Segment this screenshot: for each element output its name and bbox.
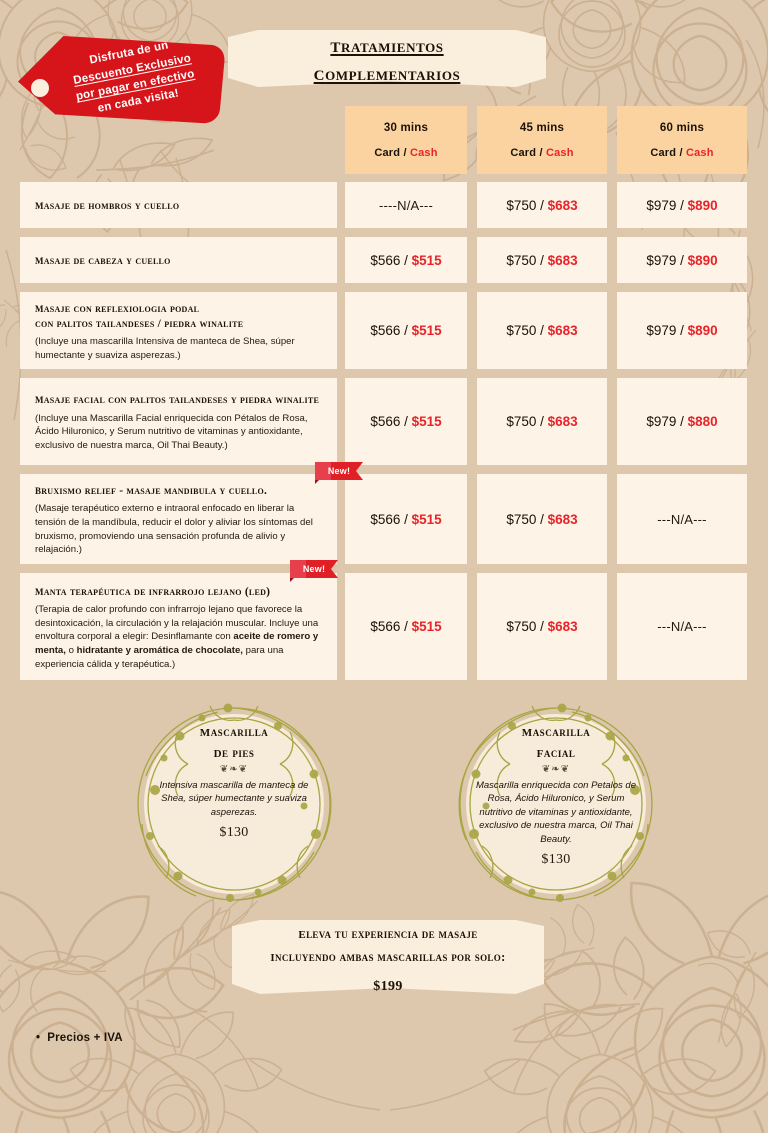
mask-price: $130: [219, 825, 249, 841]
service-title: Masaje con Reflexiologia Podal Con Palit…: [35, 299, 244, 330]
bundle-banner-shape: [232, 920, 544, 994]
new-badge-icon: New!: [290, 560, 338, 582]
service-title: Masaje de Hombros y Cuello: [35, 196, 180, 212]
mask-description: Mascarilla enriquecida con Petalos de Ro…: [475, 779, 636, 845]
footnote: • Precios + IVA: [36, 1032, 123, 1044]
bundle-line-2: incluyendo Ambas Mascarillas por solo:: [270, 948, 506, 965]
price-cell-30: $566 / $515: [345, 237, 467, 283]
footnote-text: Precios + IVA: [47, 1032, 123, 1044]
new-badge-icon: New!: [315, 462, 363, 484]
mask-title-line-1: Mascarilla: [199, 723, 269, 740]
table-row[interactable]: New! Manta Terapéutica de Infrarrojo Lej…: [0, 560, 768, 680]
price-cell-60: ---N/A---: [617, 474, 747, 564]
price-cell-45: $750 / $683: [477, 292, 607, 369]
price-cell-60: ---N/A---: [617, 573, 747, 680]
price-cell-30: $566 / $515: [345, 474, 467, 564]
table-row[interactable]: Masaje Facial Con Palitos Tailandeses y …: [0, 378, 768, 465]
price-cell-60: $979 / $890: [617, 237, 747, 283]
column-payment-label: Card / Cash: [510, 146, 574, 159]
price-cell-30: $566 / $515: [345, 573, 467, 680]
mask-title-line-2: Facial: [536, 743, 576, 761]
price-cell-60: $979 / $890: [617, 292, 747, 369]
page-title-banner: Tratamientos Complementarios: [228, 28, 546, 89]
new-badge-label: New!: [302, 564, 326, 574]
mask-card-feet[interactable]: Mascarilla de Pies ❦❧❦ Intensiva mascari…: [118, 696, 350, 908]
service-title: Bruxismo relief - Masaje Mandibula y cue…: [35, 481, 268, 497]
price-cell-45: $750 / $683: [477, 474, 607, 564]
column-duration-label: 60 mins: [659, 121, 705, 134]
ornament-divider-icon: ❦❧❦: [541, 763, 571, 775]
ornament-divider-icon: ❦❧❦: [219, 763, 249, 775]
price-table-body: Masaje de Hombros y Cuello ----N/A--- $7…: [0, 182, 768, 689]
price-cell-45: $750 / $683: [477, 378, 607, 465]
price-cell-45: $750 / $683: [477, 573, 607, 680]
mask-price: $130: [541, 852, 571, 868]
page-title-line-2: Complementarios: [313, 59, 461, 85]
column-payment-label: Card / Cash: [374, 146, 438, 159]
column-payment-label: Card / Cash: [650, 146, 714, 159]
service-title: Masaje Facial Con Palitos Tailandeses y …: [35, 391, 320, 407]
service-description: (Incluye una mascarilla Intensiva de man…: [35, 335, 295, 361]
bullet-icon: •: [36, 1032, 41, 1044]
new-ribbon-shape: [315, 462, 363, 484]
mask-addons-section: Mascarilla de Pies ❦❧❦ Intensiva mascari…: [0, 696, 768, 908]
mask-description: Intensiva mascarilla de manteca de Shea,…: [159, 779, 309, 818]
service-name-cell: Masaje de Hombros y Cuello: [20, 182, 337, 228]
service-name-cell: Manta Terapéutica de Infrarrojo Lejano (…: [20, 573, 337, 680]
service-description: (Terapia de calor profundo con infrarroj…: [35, 603, 319, 670]
column-duration-label: 30 mins: [383, 121, 429, 134]
service-description: (Incluye una Mascarilla Facial enriqueci…: [35, 412, 308, 451]
price-cell-30: $566 / $515: [345, 378, 467, 465]
mask-title-line-2: de Pies: [213, 743, 255, 761]
service-title: Masaje de Cabeza y Cuello: [35, 251, 171, 267]
page-title-line-1: Tratamientos: [330, 31, 444, 57]
service-name-cell: Masaje de Cabeza y Cuello: [20, 237, 337, 283]
service-description: (Masaje terapéutico externo e intraoral …: [35, 503, 313, 556]
service-name-cell: Masaje con Reflexiologia Podal Con Palit…: [20, 292, 337, 369]
table-row[interactable]: Masaje con Reflexiologia Podal Con Palit…: [0, 292, 768, 369]
table-row[interactable]: New! Bruxismo relief - Masaje Mandibula …: [0, 462, 768, 564]
service-title: Manta Terapéutica de Infrarrojo Lejano (…: [35, 582, 271, 598]
price-cell-30: $566 / $515: [345, 292, 467, 369]
discount-tag: Disfruta de un Descuento Exclusivo por p…: [16, 26, 226, 134]
table-row[interactable]: Masaje de Cabeza y Cuello $566 / $515 $7…: [0, 237, 768, 283]
new-ribbon-shape: [290, 560, 338, 582]
price-cell-60: $979 / $880: [617, 378, 747, 465]
table-row[interactable]: Masaje de Hombros y Cuello ----N/A--- $7…: [0, 182, 768, 228]
price-cell-45: $750 / $683: [477, 237, 607, 283]
service-name-cell: Bruxismo relief - Masaje Mandibula y cue…: [20, 474, 337, 564]
price-cell-45: $750 / $683: [477, 182, 607, 228]
mask-title-line-1: Mascarilla: [521, 723, 591, 740]
column-duration-label: 45 mins: [519, 121, 565, 134]
column-header-60-mins: 60 mins Card / Cash: [617, 106, 747, 174]
column-header-30-mins: 30 mins Card / Cash: [345, 106, 467, 174]
mask-card-facial[interactable]: Mascarilla Facial ❦❧❦ Mascarilla enrique…: [440, 696, 672, 908]
price-cell-30: ----N/A---: [345, 182, 467, 228]
bundle-line-1: Eleva tu Experiencia de Masaje: [298, 926, 478, 943]
price-cell-60: $979 / $890: [617, 182, 747, 228]
service-name-cell: Masaje Facial Con Palitos Tailandeses y …: [20, 378, 337, 465]
new-badge-label: New!: [327, 466, 351, 476]
column-header-45-mins: 45 mins Card / Cash: [477, 106, 607, 174]
bundle-price: $199: [373, 978, 403, 994]
bundle-offer-banner: Eleva tu Experiencia de Masaje incluyend…: [232, 920, 544, 998]
